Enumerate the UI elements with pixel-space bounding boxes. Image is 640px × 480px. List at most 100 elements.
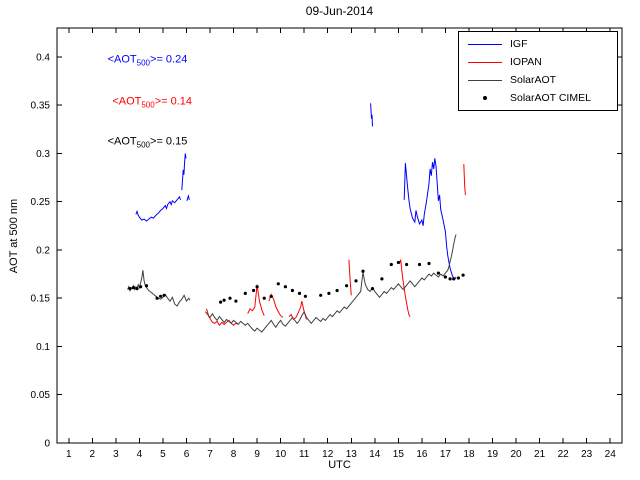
series-solaraot (204, 234, 457, 333)
x-tick-label: 7 (207, 449, 213, 460)
y-tick-label: 0.05 (31, 390, 51, 401)
x-tick-label: 19 (487, 449, 499, 460)
x-tick-label: 13 (346, 449, 358, 460)
cimel-dot (327, 291, 331, 295)
x-tick-label: 3 (113, 449, 119, 460)
cimel-dot (162, 293, 166, 297)
legend-label-solaraot: SolarAOT (510, 74, 557, 86)
cimel-dot (290, 288, 294, 293)
legend-item-igf: IGF (459, 35, 617, 53)
y-axis-label: AOT at 500 nm (8, 198, 20, 274)
x-tick-label: 8 (231, 449, 237, 460)
cimel-dot (448, 277, 452, 281)
x-tick-label: 16 (416, 449, 428, 460)
series-iopan (206, 308, 239, 327)
y-tick-label: 0.15 (31, 294, 51, 305)
legend-swatch-iopan (468, 61, 502, 63)
cimel-dot (417, 262, 422, 267)
legend-swatch-igf (468, 43, 502, 45)
cimel-dot (283, 285, 287, 289)
cimel-dot (436, 271, 440, 275)
x-tick-label: 21 (534, 449, 546, 460)
series-igf (181, 153, 187, 191)
series-iopan (348, 259, 352, 296)
x-tick-label: 18 (463, 449, 475, 460)
legend-item-solaraot-cimel: SolarAOT CIMEL (459, 89, 617, 107)
series-igf (403, 158, 457, 280)
legend-item-solaraot: SolarAOT (459, 71, 617, 89)
cimel-dot (370, 287, 375, 291)
y-tick-label: 0.35 (31, 101, 51, 112)
y-tick-label: 0.3 (36, 149, 50, 160)
legend-swatch-solaraot-cimel (468, 96, 502, 100)
x-tick-label: 6 (184, 449, 190, 460)
cimel-dot (252, 288, 256, 293)
series-igf (186, 193, 190, 201)
series-solaraot (127, 270, 191, 307)
x-tick-label: 20 (511, 449, 523, 460)
x-tick-label: 5 (160, 449, 166, 460)
series-iopan (247, 284, 265, 316)
cimel-dot (443, 275, 447, 279)
legend-label-iopan: IOPAN (510, 56, 542, 68)
cimel-dot (243, 291, 247, 295)
cimel-dot (427, 261, 431, 266)
series-iopan (288, 300, 307, 321)
x-tick-label: 2 (90, 449, 96, 460)
x-tick-label: 10 (275, 449, 287, 460)
cimel-dot (456, 276, 460, 280)
legend-swatch-solaraot (468, 79, 502, 81)
legend-label-igf: IGF (510, 38, 528, 50)
cimel-dot (361, 269, 365, 273)
cimel-dot (269, 294, 273, 298)
x-tick-label: 23 (581, 449, 593, 460)
legend: IGF IOPAN SolarAOT SolarAOT CIMEL (458, 31, 618, 111)
cimel-dot (234, 299, 238, 303)
cimel-dot (389, 262, 393, 267)
x-tick-label: 4 (137, 449, 143, 460)
series-igf (370, 103, 373, 127)
cimel-dot (319, 293, 323, 297)
series-igf (135, 195, 182, 222)
cimel-dot (303, 294, 307, 298)
cimel-dot (222, 298, 226, 302)
cimel-dot (228, 296, 232, 300)
cimel-dot (139, 285, 143, 289)
series-iopan (463, 164, 466, 196)
x-tick-label: 17 (440, 449, 452, 460)
series-iopan (268, 293, 284, 318)
cimel-dot (128, 287, 132, 291)
cimel-dot (135, 287, 139, 291)
x-tick-label: 1 (66, 449, 72, 460)
y-tick-label: 0.25 (31, 197, 51, 208)
y-tick-label: 0.2 (36, 245, 50, 256)
x-tick-label: 22 (558, 449, 570, 460)
cimel-dot (297, 291, 302, 295)
x-tick-label: 12 (322, 449, 334, 460)
cimel-dot (131, 286, 136, 290)
y-tick-label: 0.4 (36, 52, 50, 63)
cimel-dot (255, 285, 259, 289)
legend-label-solaraot-cimel: SolarAOT CIMEL (510, 92, 591, 104)
cimel-dot (276, 282, 280, 286)
cimel-dot (345, 284, 349, 288)
x-tick-label: 11 (299, 449, 310, 460)
cimel-dot (461, 273, 465, 277)
chart-title: 09-Jun-2014 (305, 4, 374, 18)
x-tick-label: 14 (369, 449, 381, 460)
legend-item-iopan: IOPAN (459, 53, 617, 71)
cimel-dot (155, 296, 159, 300)
cimel-dot (144, 284, 149, 288)
series-iopan (399, 259, 411, 317)
cimel-dot (405, 262, 409, 267)
cimel-dot (159, 294, 163, 298)
cimel-dot (452, 277, 456, 281)
x-tick-label: 9 (254, 449, 260, 460)
cimel-dot (354, 279, 358, 283)
cimel-dot (262, 296, 266, 300)
y-tick-label: 0 (44, 439, 50, 450)
cimel-dot (219, 300, 223, 304)
cimel-dot (335, 288, 339, 293)
cimel-dot (380, 277, 384, 281)
